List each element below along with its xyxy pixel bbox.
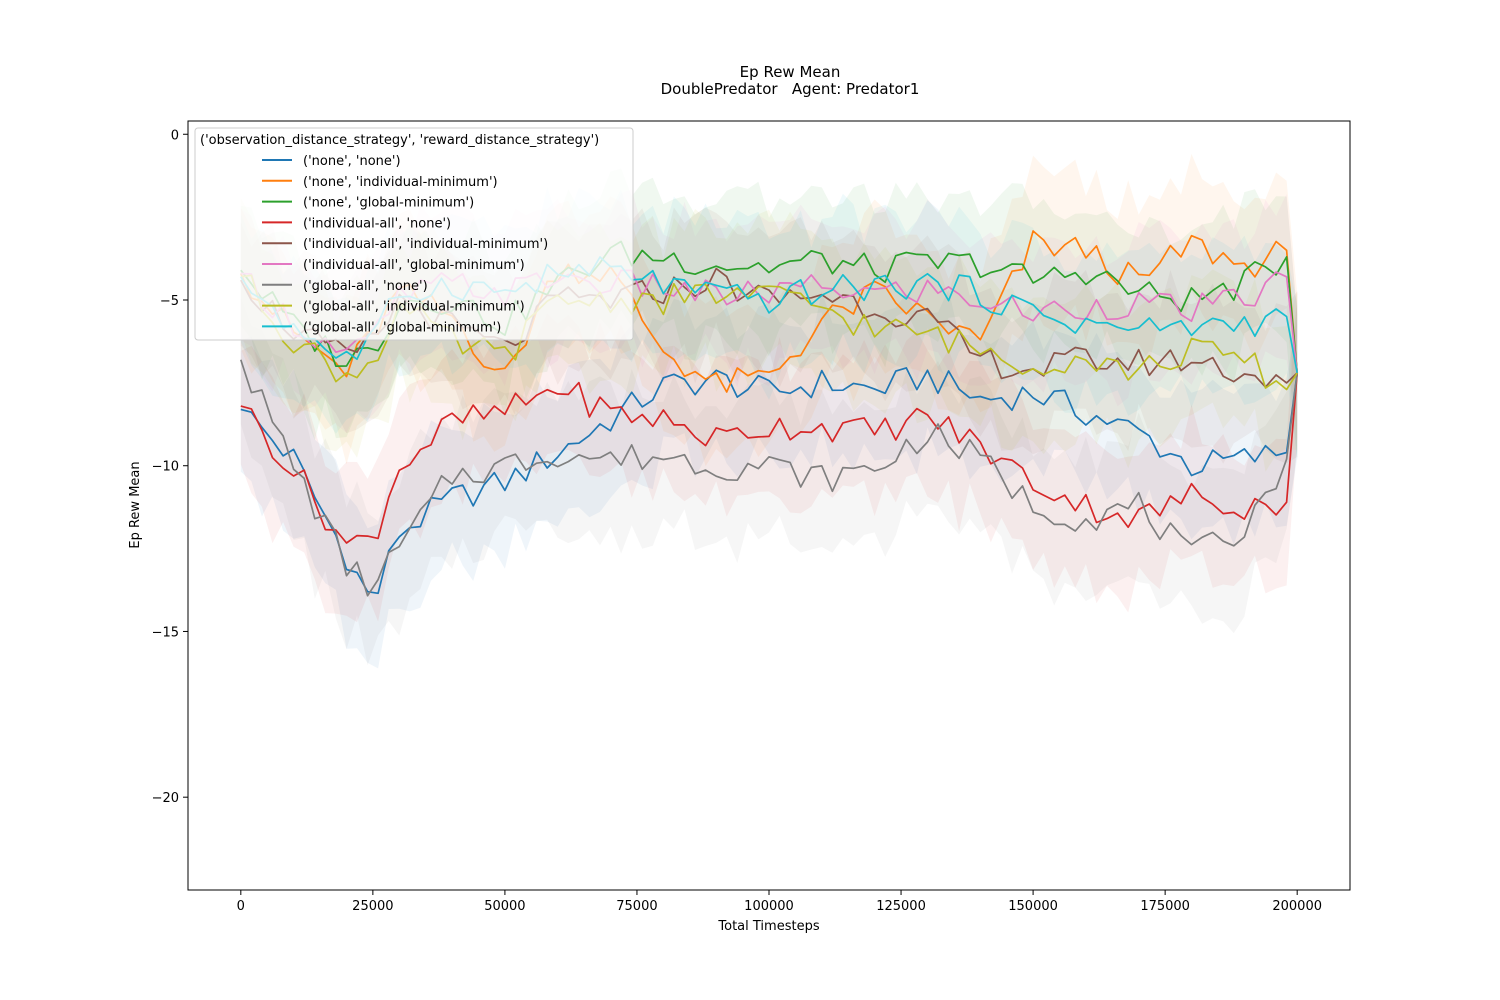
legend: ('observation_distance_strategy', 'rewar… xyxy=(194,127,634,341)
series-band xyxy=(240,298,1298,666)
legend-item: ('individual-all', 'none') xyxy=(303,216,451,231)
legend-item: ('none', 'none') xyxy=(303,154,401,169)
x-tick-label: 50000 xyxy=(484,899,525,914)
series-line xyxy=(239,359,1299,597)
legend-item: ('none', 'global-minimum') xyxy=(303,196,474,211)
x-tick-label: 125000 xyxy=(876,899,926,914)
y-tick-label: −20 xyxy=(152,791,179,806)
x-tick-label: 75000 xyxy=(616,899,657,914)
series-band xyxy=(240,289,1298,669)
chart-title: Ep Rew Mean xyxy=(740,63,841,81)
x-axis-label: Total Timesteps xyxy=(717,919,819,934)
legend-item: ('none', 'individual-minimum') xyxy=(303,175,498,190)
x-tick-label: 100000 xyxy=(744,899,794,914)
x-tick-label: 200000 xyxy=(1272,899,1322,914)
x-tick-label: 0 xyxy=(237,899,245,914)
series-line xyxy=(240,367,1299,595)
legend-title: ('observation_distance_strategy', 'rewar… xyxy=(200,133,599,148)
y-tick-label: −5 xyxy=(160,294,179,309)
x-axis: 0 25000 50000 75000 100000 125000 150000 175000… xyxy=(237,890,1322,914)
x-tick-label: 25000 xyxy=(352,899,393,914)
chart-subtitle: DoublePredator Agent: Predator1 xyxy=(661,80,920,98)
legend-item: ('global-all', 'none') xyxy=(303,279,428,294)
x-tick-label: 175000 xyxy=(1140,899,1190,914)
legend-item: ('global-all', 'individual-minimum') xyxy=(303,300,525,315)
x-tick-label: 150000 xyxy=(1008,899,1058,914)
y-tick-label: −15 xyxy=(152,625,179,640)
legend-item: ('individual-all', 'global-minimum') xyxy=(303,258,525,273)
legend-box xyxy=(194,127,634,341)
legend-item: ('global-all', 'global-minimum') xyxy=(303,320,501,335)
y-axis: 0 −5 −10 −15 −20 xyxy=(152,128,188,806)
y-axis-label: Ep Rew Mean xyxy=(128,461,143,548)
y-tick-label: 0 xyxy=(171,128,179,143)
y-tick-label: −10 xyxy=(152,460,179,475)
series-line xyxy=(240,372,1299,544)
legend-item: ('individual-all', 'individual-minimum') xyxy=(303,237,548,252)
series-band xyxy=(240,197,1298,472)
